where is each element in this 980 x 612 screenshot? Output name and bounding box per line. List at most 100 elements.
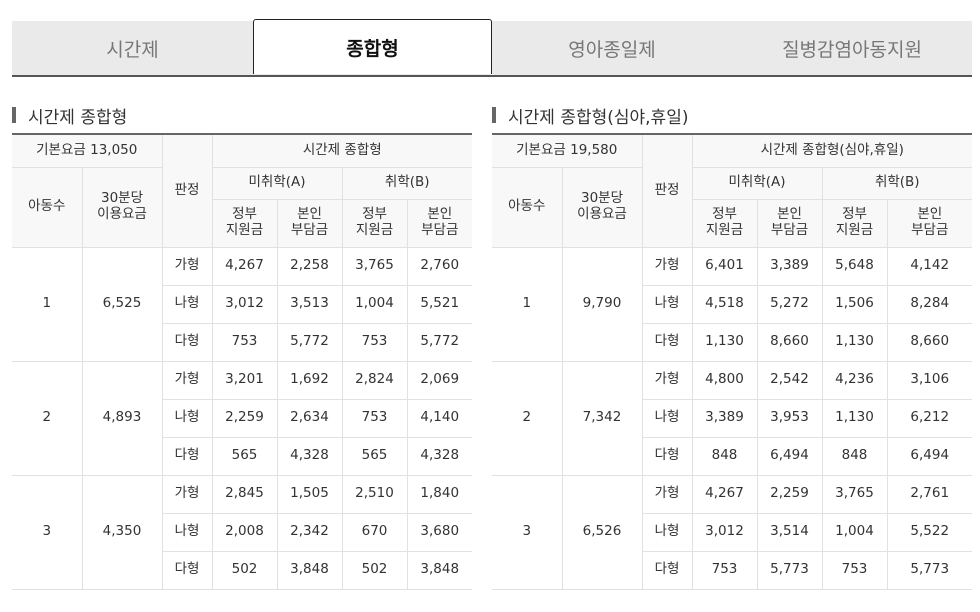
a-self: 3,514: [756, 512, 823, 552]
section-title: 시간제 종합형: [12, 103, 128, 128]
a-self: 5,773: [756, 550, 823, 590]
table-row: 다형 753 5,773 753 5,773: [492, 550, 973, 590]
section-title-text: 시간제 종합형(심야,휴일): [508, 107, 689, 128]
b-gov: 3,765: [821, 474, 888, 514]
a-gov: 2,008: [211, 512, 278, 552]
b-gov: 848: [821, 436, 888, 476]
grade: 다형: [642, 436, 693, 476]
fee-per-30min: 6,525: [81, 247, 163, 362]
table-row: 나형 2,259 2,634 753 4,140: [12, 398, 472, 438]
a-self: 5,772: [276, 322, 343, 362]
b-gov: 670: [341, 512, 408, 552]
b-gov: 753: [821, 550, 888, 590]
gov-support-header: 정부 지원금: [212, 198, 278, 248]
grade: 다형: [162, 550, 213, 590]
b-gov: 1,004: [821, 512, 888, 552]
table-row: 다형 753 5,772 753 5,772: [12, 322, 472, 362]
self-pay-header: 본인 부담금: [886, 198, 973, 248]
b-self: 3,106: [886, 360, 973, 400]
b-self: 8,660: [886, 322, 973, 362]
b-self: 5,772: [406, 322, 472, 362]
b-self: 2,069: [406, 360, 472, 400]
fee-per-30min-header: 30분당 이용요금: [81, 166, 163, 248]
b-self: 1,840: [406, 474, 472, 514]
b-gov: 565: [341, 436, 408, 476]
fee-per-30min: 4,893: [81, 360, 163, 476]
section-title-text: 시간제 종합형: [28, 107, 128, 128]
children-count: 1: [492, 247, 563, 362]
grade-header: 판정: [641, 134, 693, 248]
self-pay-header: 본인 부담금: [406, 198, 472, 248]
section-title: 시간제 종합형(심야,휴일): [492, 103, 689, 128]
table-row: 2 7,342 가형 4,800 2,542 4,236 3,106: [492, 360, 973, 476]
fee-type-tabs: 시간제 종합형 영아종일제 질병감염아동지원: [12, 19, 972, 77]
fee-per-30min: 9,790: [561, 247, 643, 362]
b-gov: 1,130: [821, 322, 888, 362]
group-header: 시간제 종합형: [211, 134, 472, 168]
b-gov: 753: [341, 398, 408, 438]
a-self: 2,542: [756, 360, 823, 400]
a-self: 2,342: [276, 512, 343, 552]
tab-sick-child-support[interactable]: 질병감염아동지원: [782, 38, 922, 61]
b-self: 2,761: [886, 474, 973, 514]
a-gov: 3,201: [211, 360, 278, 400]
b-self: 8,284: [886, 284, 973, 324]
grade-header: 판정: [161, 134, 213, 248]
section-marker: [12, 107, 16, 123]
grade: 나형: [642, 512, 693, 552]
grade: 다형: [642, 322, 693, 362]
b-gov: 1,506: [821, 284, 888, 324]
a-gov: 2,845: [211, 474, 278, 514]
a-self: 1,692: [276, 360, 343, 400]
fee-header-line2: 이용요금: [577, 206, 627, 222]
grade: 가형: [641, 474, 693, 514]
b-self: 3,848: [406, 550, 472, 590]
table-row: 1 6,525 가형 4,267 2,258 3,765 2,760: [12, 247, 472, 362]
a-self: 2,259: [756, 474, 823, 514]
b-gov: 4,236: [821, 360, 888, 400]
children-count: 3: [12, 474, 83, 590]
fee-header-line1: 30분당: [100, 190, 144, 207]
b-self: 4,140: [406, 398, 472, 438]
grade: 나형: [642, 284, 693, 324]
grade: 나형: [642, 398, 693, 438]
b-gov: 1,004: [341, 284, 408, 324]
table-row: 3 4,350 가형 2,845 1,505 2,510 1,840: [12, 474, 472, 590]
section-marker: [492, 107, 496, 123]
grade: 가형: [641, 360, 693, 400]
grade: 나형: [162, 398, 213, 438]
b-self: 5,521: [406, 284, 472, 324]
self-pay-header: 본인 부담금: [276, 198, 343, 248]
a-self: 8,660: [756, 322, 823, 362]
b-self: 5,522: [886, 512, 973, 552]
group-header: 시간제 종합형(심야,휴일): [691, 134, 973, 168]
b-self: 2,760: [406, 247, 472, 286]
children-count: 2: [492, 360, 563, 476]
tab-comprehensive[interactable]: 종합형: [253, 19, 492, 74]
fee-per-30min: 6,526: [561, 474, 643, 590]
a-self: 5,272: [756, 284, 823, 324]
preschool-header: 미취학(A): [211, 166, 343, 200]
children-count: 2: [12, 360, 83, 476]
tab-hourly[interactable]: 시간제: [106, 38, 159, 61]
table-row: 1 9,790 가형 6,401 3,389 5,648 4,142: [492, 247, 973, 362]
grade: 가형: [161, 247, 213, 286]
table-row: 나형 4,518 5,272 1,506 8,284: [492, 284, 973, 324]
preschool-header: 미취학(A): [691, 166, 823, 200]
fee-table-night-holiday: 기본요금 19,580 판정 시간제 종합형(심야,휴일) 아동수 30분당 이…: [492, 133, 973, 590]
grade: 가형: [641, 247, 693, 286]
fee-per-30min: 4,350: [81, 474, 163, 590]
a-self: 2,258: [276, 247, 343, 286]
a-self: 6,494: [756, 436, 823, 476]
fee-header-line2: 이용요금: [97, 206, 147, 222]
base-fee: 기본요금 19,580: [492, 134, 643, 168]
a-gov: 4,518: [691, 284, 758, 324]
a-gov: 6,401: [691, 247, 758, 286]
table-row: 나형 3,012 3,513 1,004 5,521: [12, 284, 472, 324]
children-header: 아동수: [492, 166, 563, 248]
b-self: 4,142: [886, 247, 973, 286]
gov-support-header: 정부 지원금: [821, 198, 888, 248]
a-gov: 4,267: [211, 247, 278, 286]
a-gov: 753: [211, 322, 278, 362]
tab-infant-fullday[interactable]: 영아종일제: [568, 38, 656, 61]
